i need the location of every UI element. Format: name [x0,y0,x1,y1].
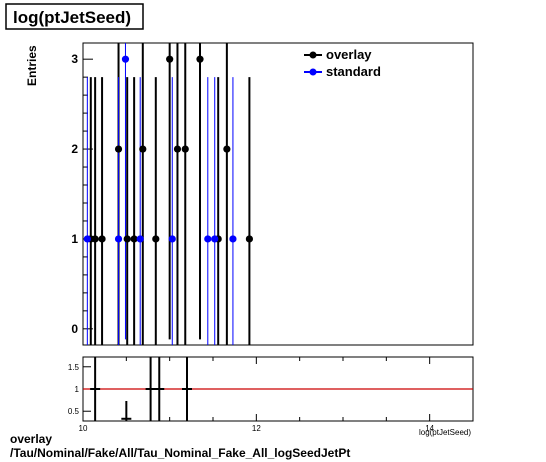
main-data-marks [83,43,253,345]
marker-overlay [130,235,138,243]
chart-title: log(ptJetSeed) [13,8,131,27]
footer-line-1: overlay [10,432,53,446]
legend-entry-overlay: overlay [304,47,372,62]
main-ytick-label: 1 [71,232,78,246]
ratio-xtick-label: 12 [252,424,261,433]
marker-overlay [166,55,174,63]
ratio-xtick-label: 14 [425,424,434,433]
marker-overlay [114,145,123,153]
x-axis-label: log(ptJetSeed) [419,428,471,437]
marker-overlay [152,235,160,243]
main-plot-panel: Entries 0 1 2 3 [25,42,474,346]
ratio-data-marks [90,357,192,421]
marker-standard [136,235,144,243]
marker-overlay [173,145,182,153]
marker-overlay [139,145,147,153]
legend-label-overlay: overlay [326,47,372,62]
marker-standard [211,235,219,243]
ratio-x-axis: 10 12 14 [79,357,474,433]
main-y-axis: 0 1 2 3 [71,52,93,336]
main-ytick-label: 3 [71,52,78,66]
marker-standard [83,235,91,243]
footer-line-2: /Tau/Nominal/Fake/All/Tau_Nominal_Fake_A… [10,446,351,460]
title-frame [5,3,144,30]
marker-overlay [123,235,131,243]
y-axis-label: Entries [25,45,39,86]
marker-overlay [98,235,106,243]
ratio-ytick-label: 0.5 [68,407,80,416]
title-box: log(ptJetSeed) [5,3,144,30]
marker-standard [121,55,130,63]
marker-overlay [181,145,189,153]
ratio-plot-panel: 0.5 1 1.5 10 12 14 log(ptJetSeed) [68,356,474,437]
ratio-xtick-label: 10 [79,424,88,433]
ratio-ytick-label: 1 [75,385,80,394]
legend-label-standard: standard [326,64,381,79]
legend-entry-standard: standard [304,64,381,79]
main-plot-frame [82,42,474,346]
legend-marker-standard [309,68,317,76]
marker-overlay [223,145,231,153]
marker-overlay [245,235,253,243]
marker-overlay [91,235,99,243]
legend-marker-overlay [309,51,317,59]
main-ytick-label: 0 [71,322,78,336]
main-ytick-label: 2 [71,142,78,156]
marker-standard [114,235,123,243]
marker-standard [168,235,176,243]
ratio-ytick-label: 1.5 [68,363,80,372]
marker-overlay [196,55,204,63]
legend: overlay standard [304,47,381,79]
marker-standard [229,235,237,243]
marker-standard [204,235,212,243]
